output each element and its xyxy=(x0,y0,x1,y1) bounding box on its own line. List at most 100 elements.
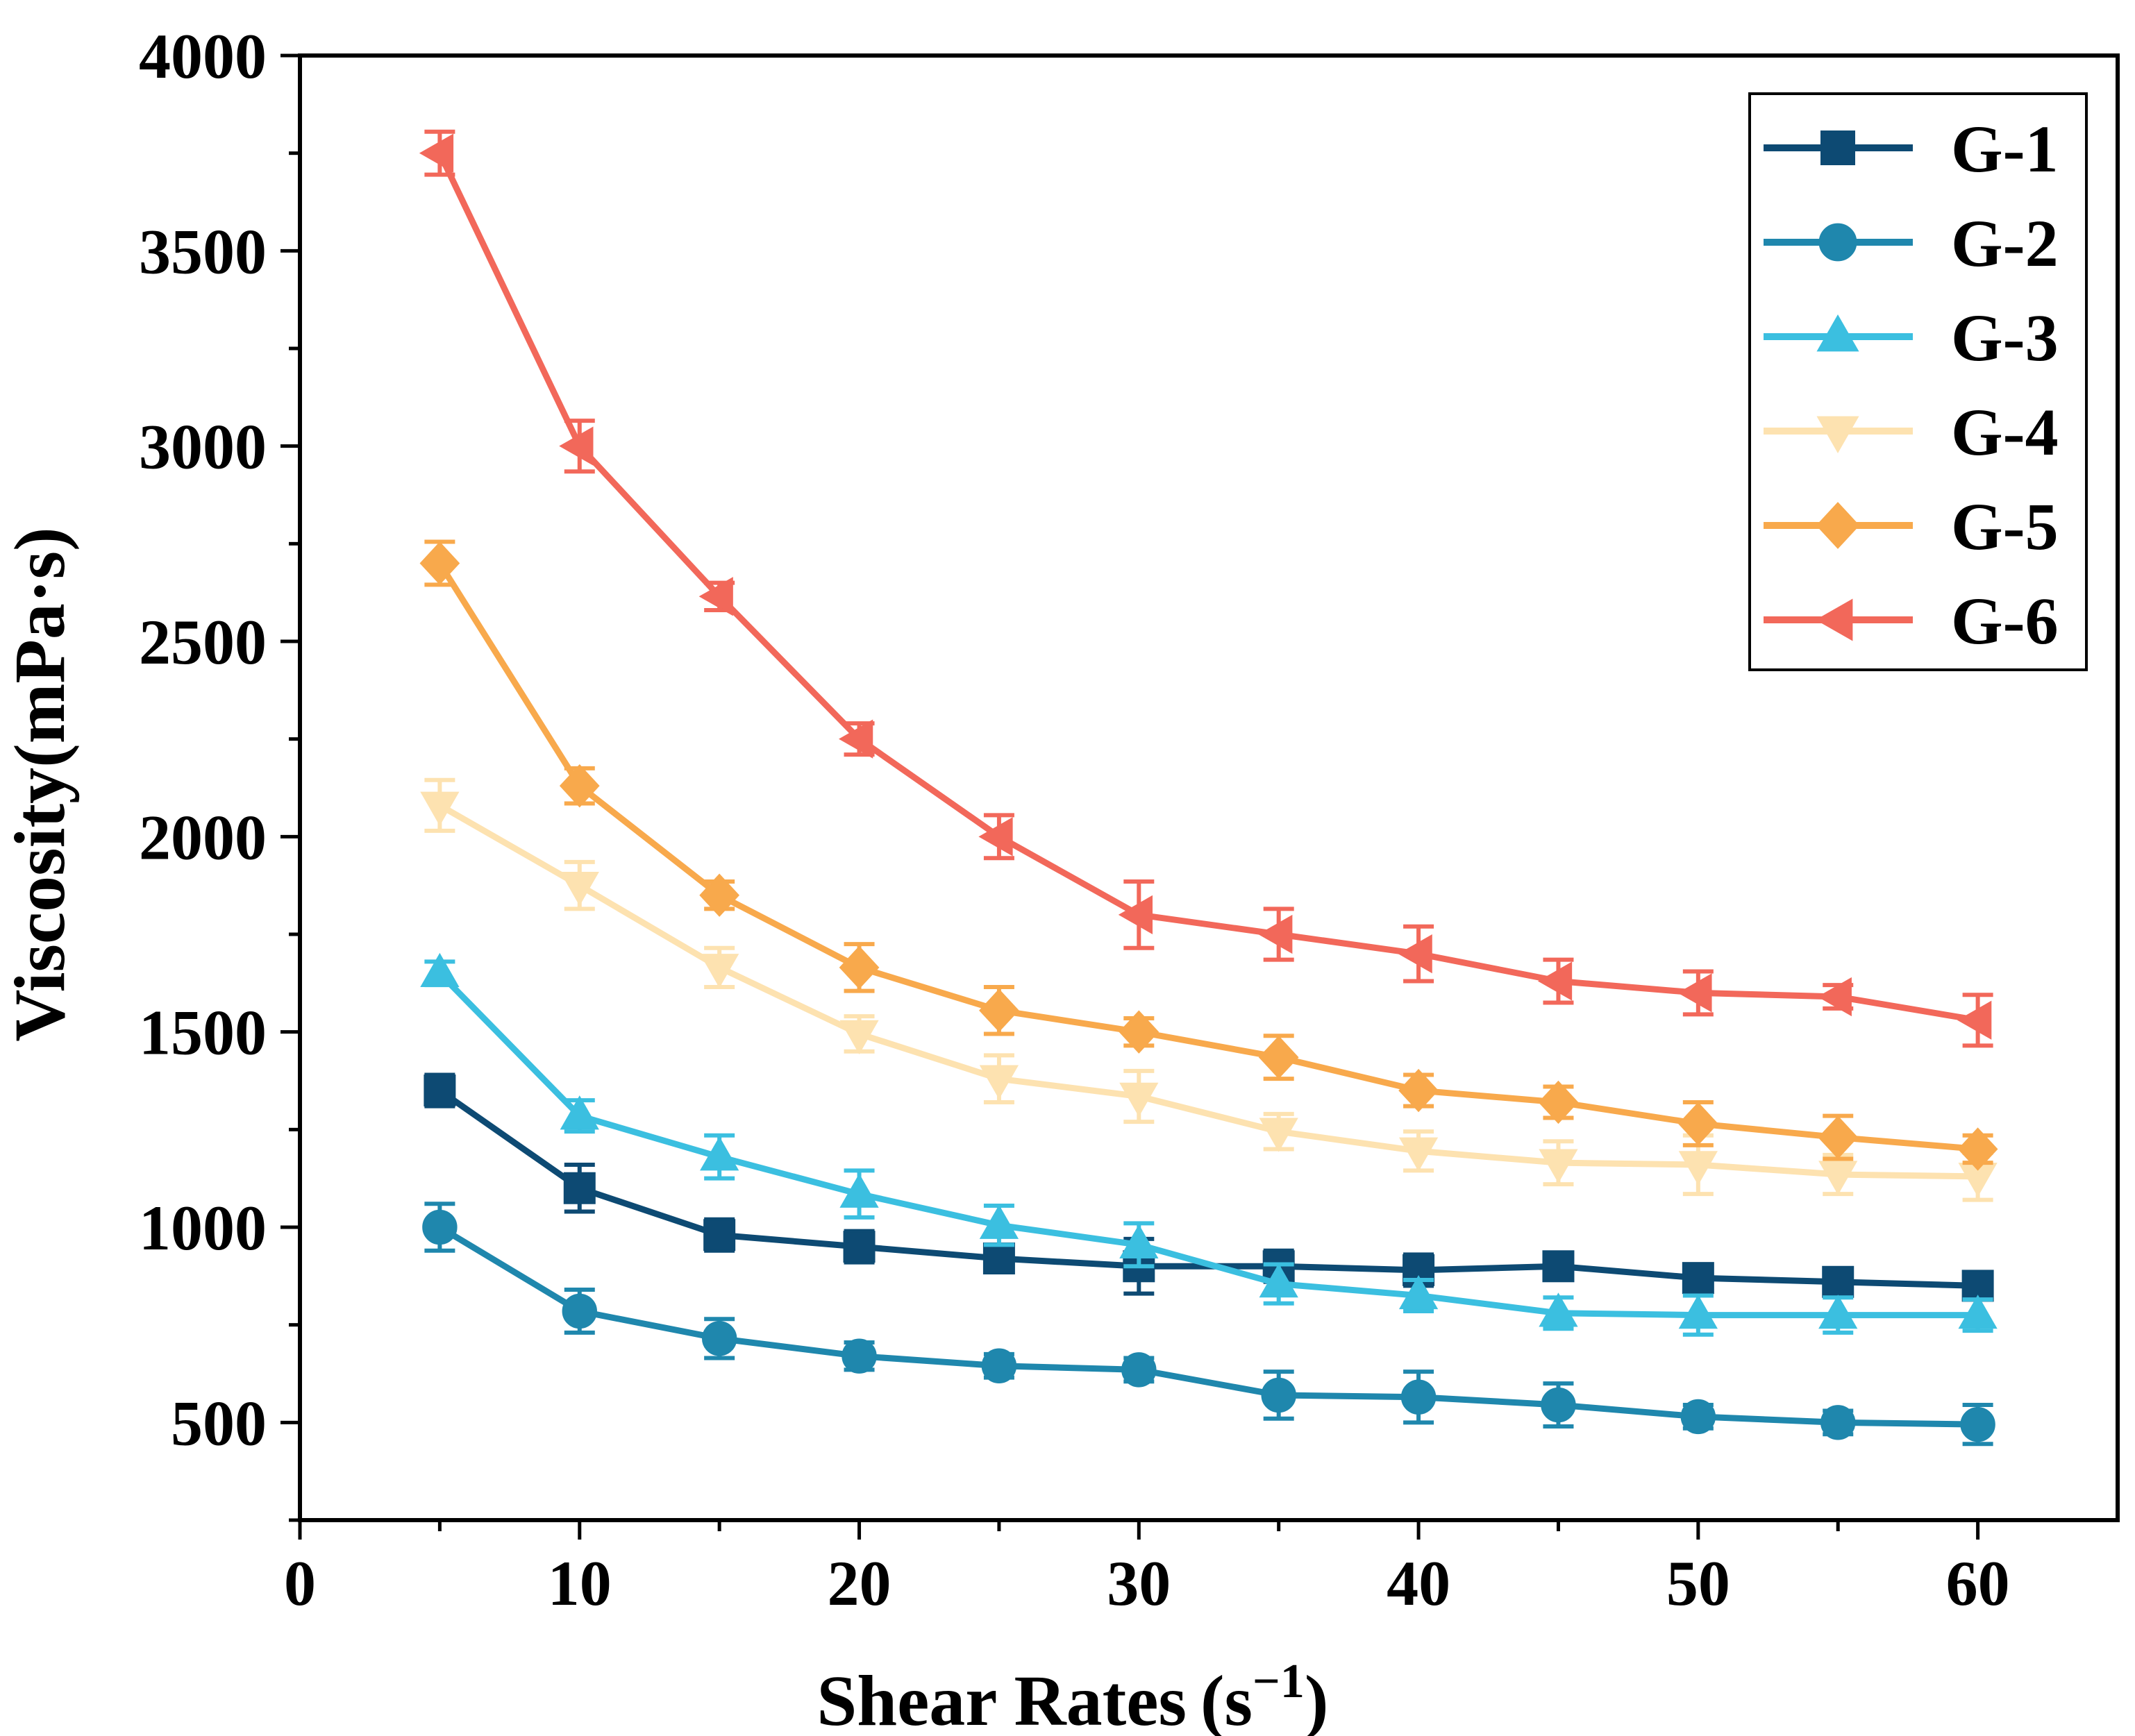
data-point xyxy=(839,1173,879,1208)
y-axis-title: Viscosity(mPa·s) xyxy=(0,527,80,1041)
data-point xyxy=(420,952,460,987)
y-tick-label: 3000 xyxy=(139,412,267,482)
series-G-5 xyxy=(419,539,1998,1171)
data-point xyxy=(981,1348,1017,1383)
data-point xyxy=(560,1095,599,1130)
legend-label: G-2 xyxy=(1951,206,2059,280)
data-point xyxy=(1119,1224,1159,1259)
series-line xyxy=(437,151,1979,1024)
axes xyxy=(298,53,2120,1522)
y-tick-label: 1000 xyxy=(139,1193,267,1263)
legend-marker xyxy=(1815,598,1853,641)
legend-marker xyxy=(1816,314,1859,352)
data-point xyxy=(700,1136,739,1171)
axis-ticks: 0 10 20 30 40 50 60 500 1000 1500 2000 2500 3000 3500… xyxy=(139,21,2010,1619)
data-point xyxy=(420,791,460,826)
data-point xyxy=(982,1242,1015,1275)
y-tick-label: 1500 xyxy=(139,997,267,1068)
x-axis-title-close: ) xyxy=(1305,1661,1329,1736)
x-axis-title: Shear Rates (s−1) xyxy=(817,1655,1328,1736)
data-point xyxy=(1541,1387,1576,1423)
legend: G-1 G-2 G-3 G-4 G-5 G-6 xyxy=(1748,92,2088,671)
data-point xyxy=(839,1020,879,1054)
legend-marker xyxy=(1818,223,1857,262)
data-point xyxy=(1259,1263,1298,1298)
data-point xyxy=(422,1209,458,1245)
data-point xyxy=(701,1321,737,1356)
data-point xyxy=(1677,973,1712,1013)
data-point xyxy=(562,1293,597,1329)
data-point xyxy=(1398,1274,1439,1310)
data-point xyxy=(700,954,739,988)
legend-entry-G-5: G-5 xyxy=(1764,489,2059,564)
data-point xyxy=(839,945,880,989)
data-point xyxy=(1818,1161,1858,1195)
data-point xyxy=(699,873,740,917)
data-point xyxy=(1258,914,1293,954)
data-point xyxy=(1957,1127,1998,1171)
data-point xyxy=(1818,1295,1858,1329)
data-point xyxy=(419,133,454,173)
data-point xyxy=(1400,1379,1437,1415)
data-point xyxy=(979,1065,1019,1099)
data-point xyxy=(559,764,600,808)
data-point xyxy=(1537,961,1573,1001)
data-point xyxy=(1398,1068,1439,1113)
data-point xyxy=(839,719,873,759)
x-tick-label: 40 xyxy=(1387,1548,1450,1619)
data-point xyxy=(1398,934,1432,974)
series-line xyxy=(437,1088,1978,1289)
data-point xyxy=(1958,1295,1998,1329)
data-point xyxy=(1817,977,1852,1017)
y-tick-label: 2000 xyxy=(139,802,267,873)
legend-entry-G-1: G-1 xyxy=(1764,112,2059,186)
data-point xyxy=(703,1219,736,1252)
data-point xyxy=(559,426,594,466)
data-point xyxy=(979,1204,1019,1239)
x-axis-title-exponent: −1 xyxy=(1253,1655,1305,1708)
series-G-6 xyxy=(419,129,1993,1048)
data-point xyxy=(1261,1377,1296,1413)
legend-marker xyxy=(1816,416,1859,454)
data-point xyxy=(1259,1118,1298,1152)
data-point xyxy=(978,817,1013,857)
x-axis-title-unit: (s xyxy=(1200,1661,1253,1736)
legend-label: G-6 xyxy=(1951,584,2059,658)
data-point xyxy=(842,1338,877,1374)
data-point xyxy=(1960,1406,1995,1442)
x-tick-label: 50 xyxy=(1666,1548,1730,1619)
series-line xyxy=(438,802,1978,1180)
x-axis-title-main: Shear Rates xyxy=(817,1661,1187,1736)
series-line xyxy=(437,562,1978,1152)
data-point xyxy=(1538,1080,1579,1124)
y-tick-label: 2500 xyxy=(139,607,267,677)
legend-label: G-1 xyxy=(1951,112,2059,186)
legend-marker xyxy=(1816,502,1860,549)
data-point xyxy=(1121,1352,1157,1388)
x-tick-label: 20 xyxy=(828,1548,891,1619)
data-point xyxy=(843,1231,876,1263)
data-point xyxy=(1398,1137,1439,1172)
data-point xyxy=(979,988,1019,1032)
legend-label: G-4 xyxy=(1951,395,2059,469)
legend-entry-G-6: G-6 xyxy=(1764,584,2059,658)
data-point xyxy=(1680,1399,1716,1435)
data-point xyxy=(1818,1115,1859,1159)
legend-label: G-5 xyxy=(1951,489,2059,564)
data-point xyxy=(1682,1262,1714,1295)
legend-marker xyxy=(1820,130,1855,165)
legend-entry-G-2: G-2 xyxy=(1764,206,2059,280)
x-tick-label: 0 xyxy=(284,1548,316,1619)
data-point xyxy=(1820,1405,1856,1440)
data-point xyxy=(419,541,460,585)
data-point xyxy=(1539,1149,1578,1183)
data-point xyxy=(698,577,733,616)
data-point xyxy=(563,1172,596,1204)
data-point xyxy=(1822,1265,1854,1298)
x-tick-label: 60 xyxy=(1946,1548,2010,1619)
series-layer xyxy=(419,129,1998,1447)
series-line xyxy=(438,1224,1978,1428)
y-tick-label: 3500 xyxy=(139,216,267,287)
data-point xyxy=(1542,1250,1575,1283)
